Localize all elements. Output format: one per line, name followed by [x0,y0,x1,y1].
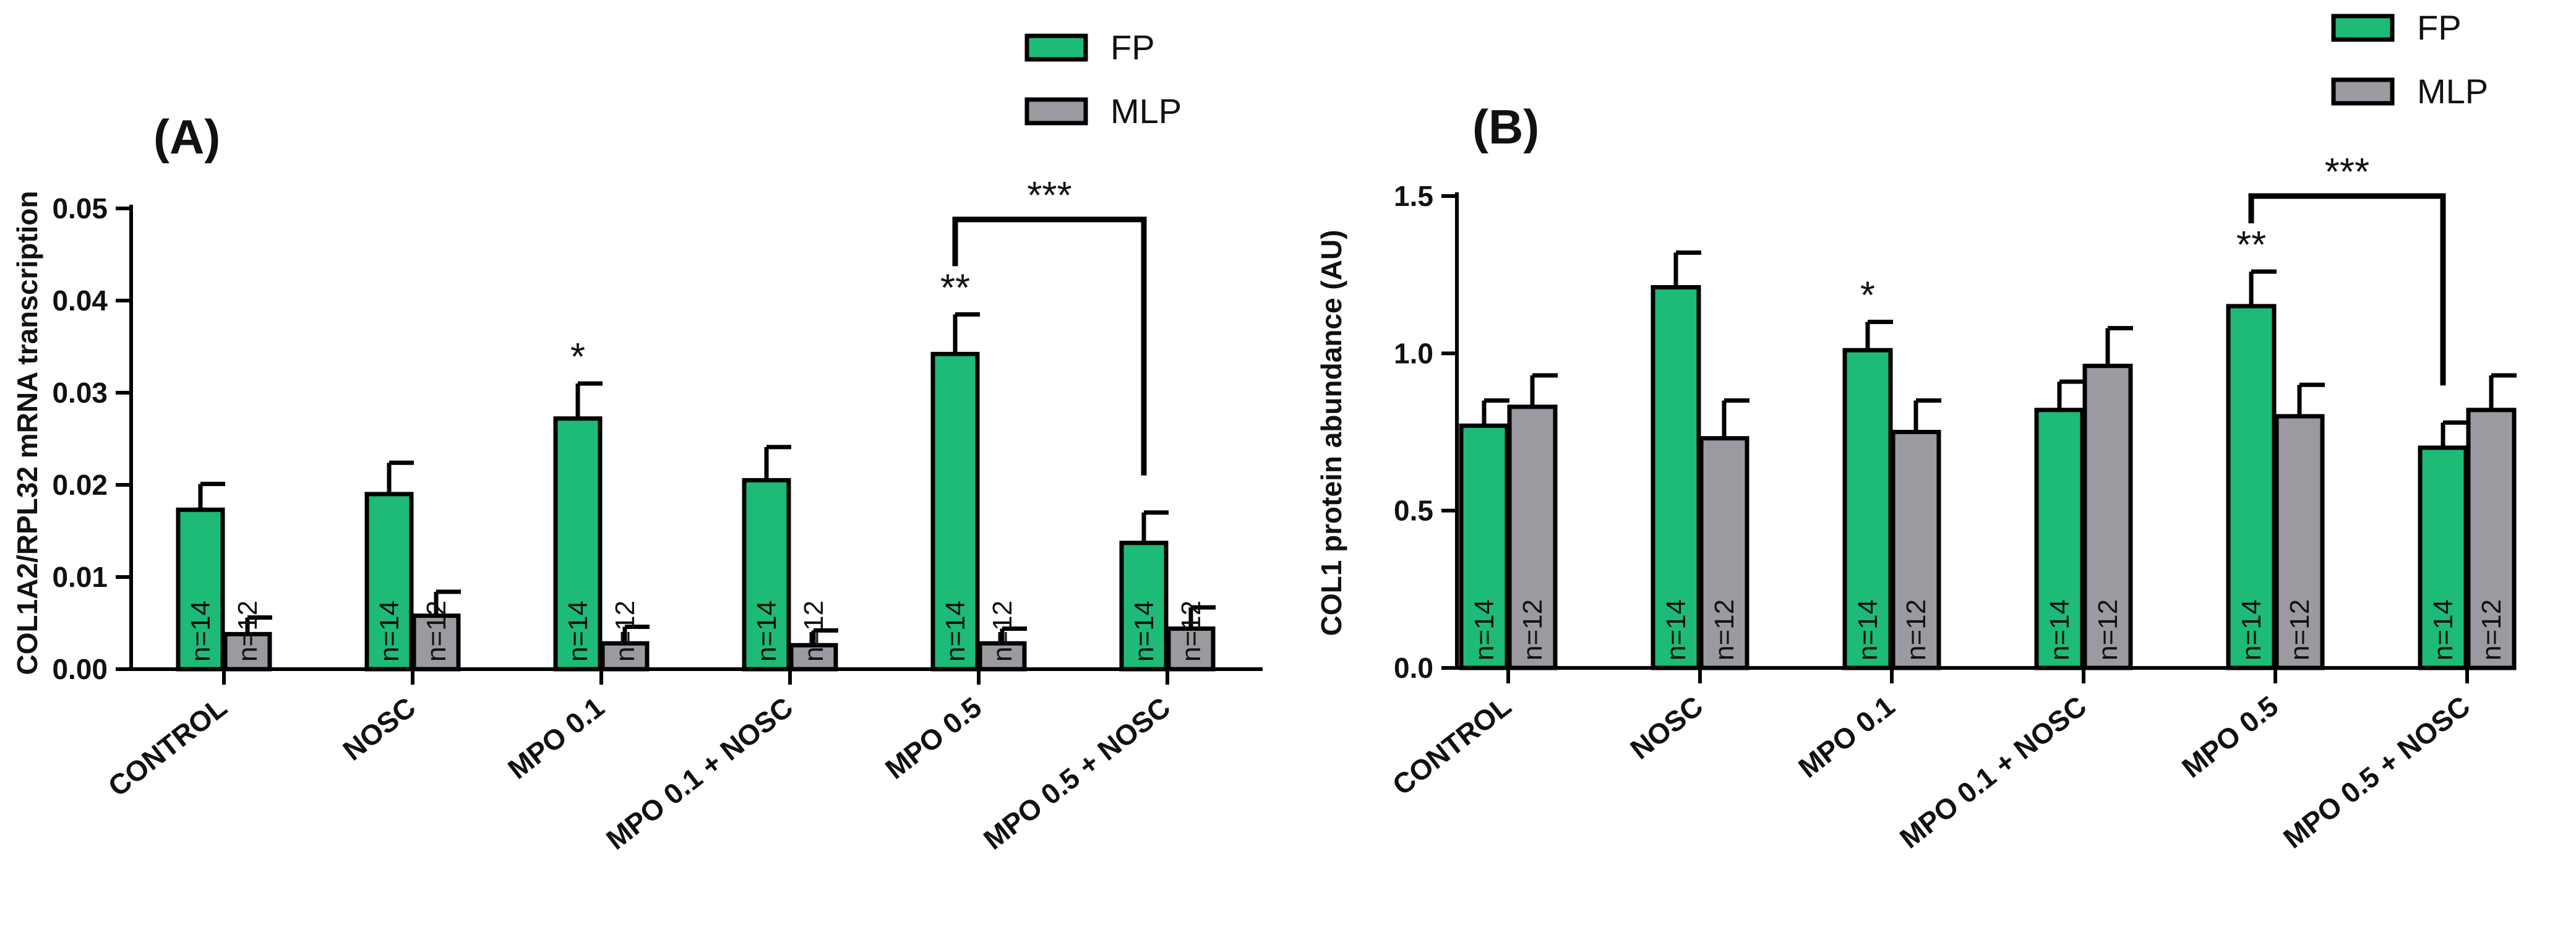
n-label-mlp: n=12 [1176,601,1206,662]
bar-mlp [1507,404,1558,670]
significance-marker: ** [940,267,970,309]
legend-label-mlp: MLP [2417,72,2488,111]
bar-fp [2034,408,2085,670]
legend-swatch-fp [2331,14,2395,42]
y-axis-label: COL1 protein abundance (AU) [1315,230,1347,636]
n-label-fp: n=14 [1853,599,1883,661]
y-tick-label: 0.05 [52,192,108,224]
significance-marker: * [1860,274,1875,317]
n-label-mlp: n=12 [1709,599,1740,661]
panel-b-chart: (B) COL1 protein abundance (AU) 0.0 0.5 1.0 1… [1315,100,2517,855]
n-label-fp: n=14 [1469,599,1500,661]
x-category-label: MPO 0.5 [879,691,987,785]
y-tick-label: 1.5 [1394,180,1433,212]
n-label-mlp: n=12 [1901,599,1931,661]
bar-mlp [411,613,461,672]
n-label-fp: n=14 [1129,601,1159,662]
panel-a-chart: (A) COL1A2/RPL32 mRNA transcription 0.00 0.… [11,109,1263,856]
legend-swatch-mlp [1024,97,1088,126]
x-category-label: CONTROL [102,691,233,803]
bar-fp [1842,348,1893,670]
bar-fp [930,351,980,672]
bar-fp [2226,304,2277,670]
x-category-label: MPO 0.5 + NOSC [2277,690,2476,855]
x-category-label: NOSC [1624,690,1709,766]
n-label-fp: n=14 [563,601,593,662]
bar-fp [742,478,791,672]
bar-fp [1119,541,1169,672]
bar-mlp [2466,408,2517,670]
bar-mlp [1891,430,1941,670]
legend-label-mlp: MLP [1110,92,1182,130]
comparison-bracket [2248,193,2446,386]
y-tick-label: 1.0 [1394,337,1433,369]
bracket-significance: *** [1027,174,1071,217]
n-label-mlp: n=12 [421,601,452,662]
bar-mlp [600,641,650,672]
y-tick-label: 0.02 [52,469,108,501]
n-label-fp: n=14 [940,601,971,662]
bar-mlp [789,643,838,672]
x-category-label: MPO 0.5 [2176,690,2284,784]
y-axis-label: COL1A2/RPL32 mRNA transcription [11,191,43,675]
panel-label: (B) [1472,100,1539,154]
n-label-mlp: n=12 [799,601,829,662]
x-category-label: CONTROL [1386,690,1517,802]
n-label-fp: n=14 [186,601,216,662]
legend-panel-b: FP MLP [2331,8,2488,111]
n-label-fp: n=14 [2428,599,2458,661]
bar-fp [1459,423,1509,670]
n-label-fp: n=14 [2045,599,2075,661]
y-tick-label: 0.5 [1394,495,1433,527]
x-category-label: MPO 0.5 + NOSC [977,691,1176,856]
n-label-mlp: n=12 [610,601,640,662]
bar-fp [1651,285,1701,670]
bar-fp [553,416,603,672]
bar-mlp [1699,436,1750,670]
n-label-fp: n=14 [752,601,782,662]
y-tick-label: 0.00 [52,653,108,685]
significance-marker: * [570,336,585,378]
x-category-label: MPO 0.1 [1792,690,1900,784]
bar-mlp [2082,364,2133,670]
legend-panel-a: FP MLP [1024,28,1182,130]
n-label-mlp: n=12 [1518,599,1548,661]
n-label-mlp: n=12 [233,601,263,662]
bar-fp [364,492,414,672]
bar-fp [176,507,225,672]
legend-swatch-fp [1024,33,1088,62]
y-tick-label: 0.0 [1394,652,1433,684]
bar-mlp [977,641,1027,672]
legend-label-fp: FP [1110,28,1155,67]
bar-mlp [2274,414,2325,670]
bracket-significance: *** [2325,151,2369,194]
bar-fp [2418,445,2468,670]
x-category-label: MPO 0.1 + NOSC [600,691,799,856]
n-label-mlp: n=12 [2093,599,2123,661]
n-label-mlp: n=12 [2476,599,2507,661]
legend-swatch-mlp [2331,77,2395,106]
y-tick-label: 0.04 [52,284,108,317]
comparison-bracket [952,216,1147,476]
x-category-label: NOSC [337,691,421,767]
n-label-mlp: n=12 [987,601,1018,662]
y-tick-label: 0.01 [52,561,108,593]
x-category-label: MPO 0.1 + NOSC [1894,690,2092,855]
panel-label: (A) [153,109,220,164]
x-category-label: MPO 0.1 [502,691,610,785]
n-label-fp: n=14 [2236,599,2267,661]
n-label-fp: n=14 [374,601,405,662]
significance-marker: ** [2236,224,2266,267]
n-label-mlp: n=12 [2285,599,2315,661]
legend-label-fp: FP [2417,8,2462,47]
bar-mlp [1166,626,1216,672]
bar-mlp [223,631,272,672]
n-label-fp: n=14 [1661,599,1691,661]
y-tick-label: 0.03 [52,377,108,409]
